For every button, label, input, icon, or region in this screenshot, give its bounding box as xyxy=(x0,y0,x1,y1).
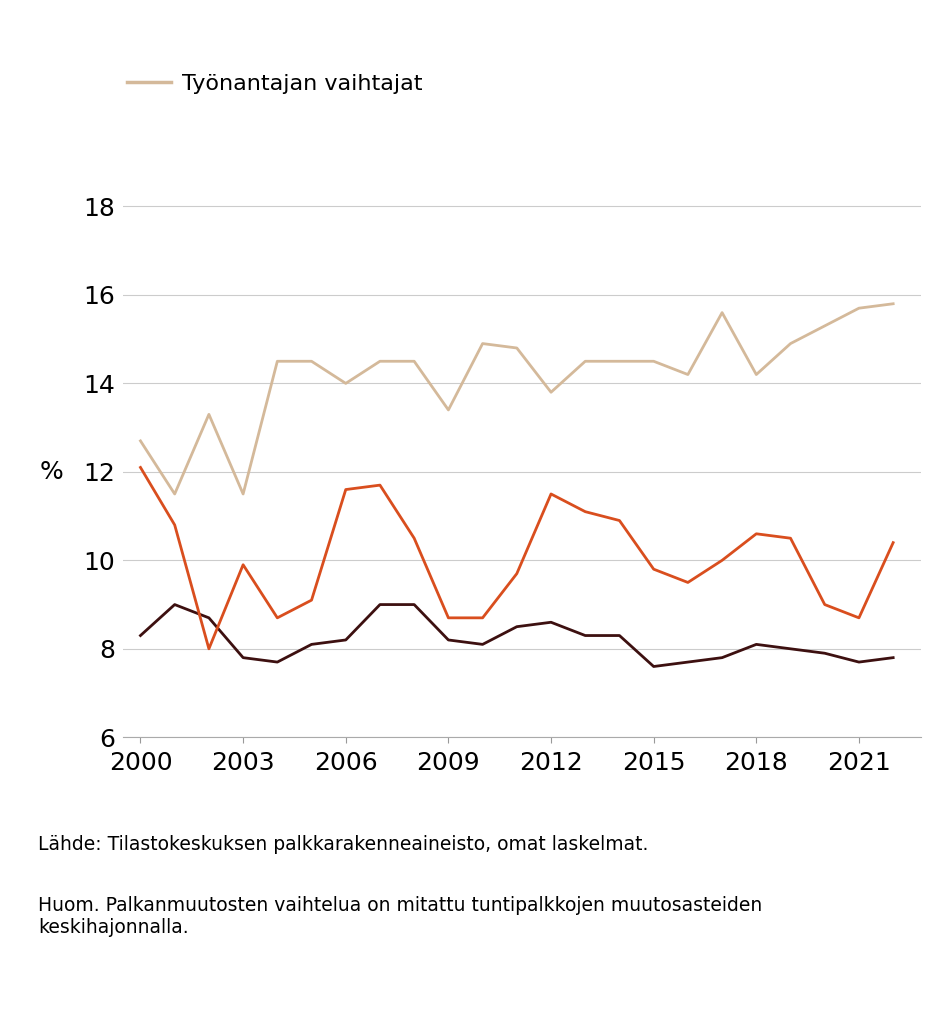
Text: %: % xyxy=(40,460,64,484)
Text: Lähde: Tilastokeskuksen palkkarakenneaineisto, omat laskelmat.: Lähde: Tilastokeskuksen palkkarakenneain… xyxy=(38,835,648,854)
Legend: Työnantajan vaihtajat: Työnantajan vaihtajat xyxy=(126,74,422,94)
Text: Huom. Palkanmuutosten vaihtelua on mitattu tuntipalkkojen muutosasteiden
keskiha: Huom. Palkanmuutosten vaihtelua on mitat… xyxy=(38,896,762,937)
